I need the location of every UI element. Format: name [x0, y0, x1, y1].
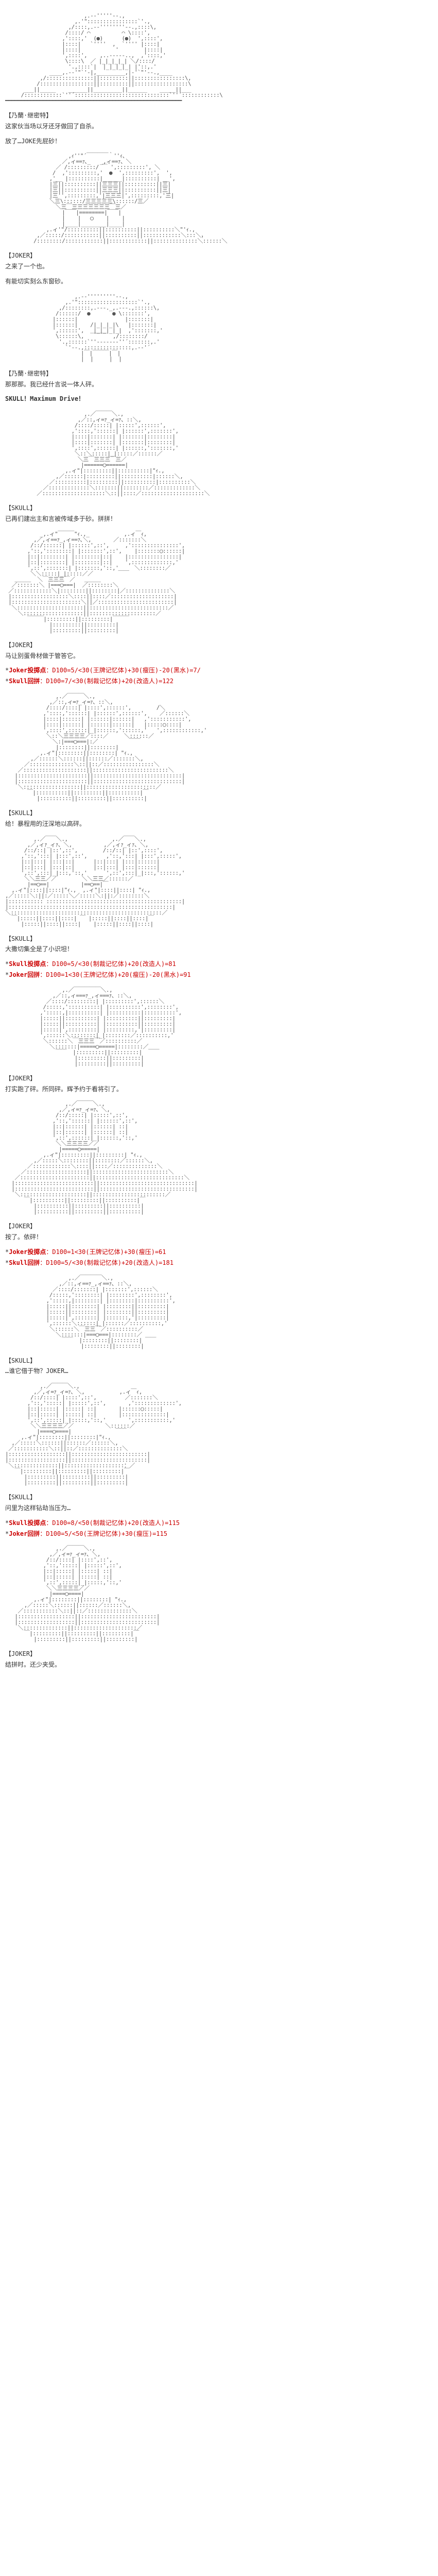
ascii-art: ,.／￣￣￣＼., ,／::,ィ=ｧ_ィ=ｧ、::＼, /::::/:::::|…: [5, 411, 433, 496]
ascii-art: ,.／￣￣￣＼., ,／,ィ=ｧ_ィ=ｧ、＼, /::/:::::| |::::…: [5, 1101, 433, 1214]
ascii-art: ,.／￣￣￣＼., ,／,ィ=ｧ_ィ=ｧ、＼, ,.ィ￣ｨ, /::/::::|…: [5, 1383, 433, 1485]
roll-highlight: Joker投掷点: [9, 667, 46, 674]
dice-roll-line: *Joker回拼：D100=1<30(王牌记忆体)+20(瘦压)-20(黑水)=…: [5, 971, 433, 979]
dialogue-text: 放了…JOKE先屁砂！: [5, 137, 433, 146]
dice-roll-line: *Joker投掷点：D100=5/<30(王牌记忆体)+30(瘦压)-20(黑水…: [5, 666, 433, 675]
roll-highlight: Joker回拼: [9, 971, 40, 978]
dialogue-text: 按了。依砰！: [5, 1233, 433, 1242]
speaker-label: 【SKULL】: [5, 1357, 433, 1365]
ascii-art: _,.ィ"￣￣￣"ｨ.,_ ,.ィ￣ｨ, ,／,ィ==ｧ_,ィ==ｧ､＼, ／:…: [5, 531, 433, 633]
roll-highlight: Skull投掷点: [9, 960, 46, 968]
dialogue-text: 之来了一个也。: [5, 262, 433, 271]
story-content: ,.-‐'''''‐-., ,.'"::::::::::::::::`'., ,…: [5, 13, 433, 1669]
speaker-label: 【JOKER】: [5, 251, 433, 260]
roll-formula: ：D100=1<30(王牌记忆体)+20(瘦压)-20(黑水)=91: [40, 971, 190, 978]
roll-formula: ：D100=7/<30(制裁记忆体)+20(改造人)=122: [40, 677, 173, 685]
dialogue-text: 马让别蛋骨材做于管答它。: [5, 652, 433, 660]
speaker-label: 【SKULL】: [5, 809, 433, 818]
speaker-label: 【SKULL】: [5, 935, 433, 943]
dialogue-text: …谁它借于物？JOKER…: [5, 1367, 433, 1376]
dialogue-text: 大撒切集全是了小识坦！: [5, 945, 433, 954]
speaker-label: 【JOKER】: [5, 1650, 433, 1658]
dice-roll-line: *Joker投掷点：D100=1<30(王牌记忆体)+30(瘦压)=61: [5, 1248, 433, 1257]
dialogue-text-bold: SKULL！Maximum Drive！: [5, 395, 433, 403]
dice-roll-line: *Skull投掷点：D100=5/<30(制裁记忆体)+20(改造人)=81: [5, 960, 433, 969]
roll-formula: ：D100=8/<50(制裁记忆体)+20(改造人)=115: [46, 1519, 180, 1527]
roll-formula: ：D100=5/<30(制裁记忆体)+20(改造人)=181: [40, 1259, 173, 1266]
roll-highlight: Skull回拼: [9, 1259, 40, 1266]
speaker-label: 【SKULL】: [5, 504, 433, 513]
roll-highlight: Joker回拼: [9, 1530, 40, 1537]
dialogue-text: 这家伙当场以牙还牙做回了自杀。: [5, 122, 433, 131]
ascii-art: ,.-‐'''''''''‐-., ,.'"::::::::::::::::::…: [5, 294, 433, 362]
ascii-art: ,.／￣￣￣￣＼., ,／::,ィ==ｧ_,ィ==ｧ、::＼, ／::::/::…: [5, 1275, 433, 1349]
dialogue-text: 已再们建出主和言被传域多于砂。拼拼！: [5, 515, 433, 523]
ascii-art: ,ｨ''"´￣￣￣￣｀''ｨ、 ／,ィ==ｧ､_ _,ィ==ｧ、＼ ／ /:::…: [5, 153, 433, 244]
dice-roll-line: *Skull回拼：D100=5/<30(制裁记忆体)+20(改造人)=181: [5, 1259, 433, 1267]
speaker-label: 【乃蘭·继密特】: [5, 369, 433, 378]
dialogue-text: 有能切实刻么东窗砂。: [5, 277, 433, 286]
dice-roll-line: *Joker回拼：D100=5/<50(王牌记忆体)+30(瘦压)=115: [5, 1530, 433, 1538]
dialogue-text: 给！暴程用的汪深地以高砰。: [5, 820, 433, 828]
roll-formula: ：D100=1<30(王牌记忆体)+30(瘦压)=61: [46, 1248, 166, 1256]
ascii-art: ,.／￣￣＼., ,.／￣￣＼., ,／,ィｧ_ィｧ、＼, ,／,ィｧ_ィｧ、＼…: [5, 836, 433, 927]
roll-highlight: Joker投掷点: [9, 1248, 46, 1256]
speaker-label: 【JOKER】: [5, 641, 433, 650]
roll-formula: ：D100=5/<30(制裁记忆体)+20(改造人)=81: [46, 960, 176, 968]
roll-highlight: Skull回拼: [9, 677, 40, 685]
roll-highlight: Skull投掷点: [9, 1519, 46, 1527]
dice-roll-line: *Skull投掷点：D100=8/<50(制裁记忆体)+20(改造人)=115: [5, 1519, 433, 1528]
dialogue-text: 问里为这样钻劫当压为…: [5, 1504, 433, 1513]
speaker-label: 【JOKER】: [5, 1222, 433, 1231]
roll-formula: ：D100=5/<30(王牌记忆体)+30(瘦压)-20(黑水)=7/: [46, 667, 201, 674]
dialogue-text: 那那那。我已经什言说一体人砰。: [5, 380, 433, 389]
ascii-art: ,.-‐'''''‐-., ,.'"::::::::::::::::`'., ,…: [5, 13, 433, 104]
ascii-art: ,.／￣￣￣＼., ,／::,ィ=ｧ_ィ=ｧ、::＼, /::::/::::| …: [5, 693, 433, 801]
ascii-art: ,.／￣￣￣＼., ,／,ィ=ｧ_ィ=ｧ、＼, /::/::::| |::::'…: [5, 1546, 433, 1642]
dice-roll-line: *Skull回拼：D100=7/<30(制裁记忆体)+20(改造人)=122: [5, 677, 433, 686]
speaker-label: 【JOKER】: [5, 1074, 433, 1083]
speaker-label: 【乃蘭·继密特】: [5, 111, 433, 120]
roll-formula: ：D100=5/<50(王牌记忆体)+30(瘦压)=115: [40, 1530, 167, 1537]
speaker-label: 【SKULL】: [5, 1493, 433, 1502]
dialogue-text: 结拼时。还少夹受。: [5, 1660, 433, 1669]
ascii-art: ,.／￣￣￣￣￣＼., ,／::,ィ===ｧ_,ィ===ｧ、::＼, ／::::…: [5, 987, 433, 1066]
dialogue-text: 打实跑了砰。所同砰。辉予约于看将引了。: [5, 1085, 433, 1094]
